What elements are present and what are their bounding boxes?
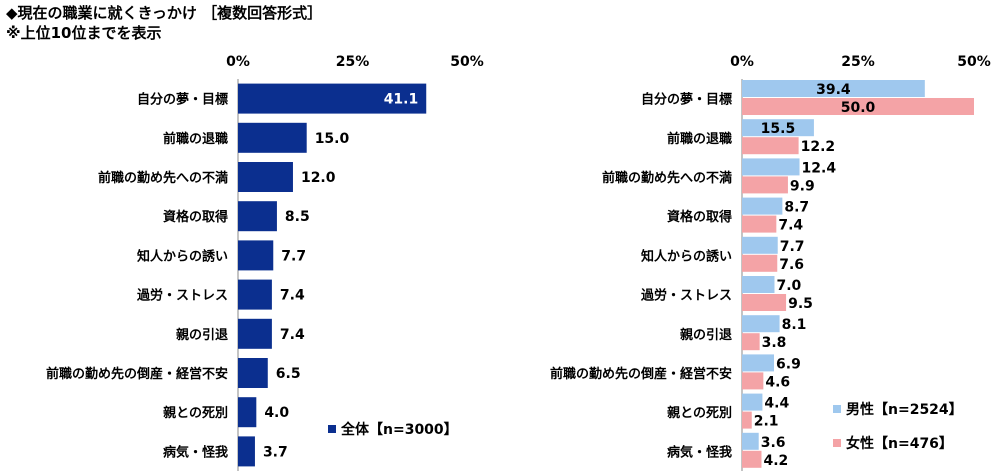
- overall-tick-label: 25%: [336, 54, 370, 70]
- overall-category-label: 前職の退職: [163, 131, 228, 147]
- overall-category-label: 親の引退: [176, 327, 228, 343]
- male-bar: [742, 236, 778, 254]
- overall-category-label: 資格の取得: [163, 209, 228, 225]
- overall-bar: [238, 122, 307, 153]
- overall-bar: [238, 83, 427, 114]
- overall-tick-label: 0%: [226, 54, 250, 70]
- overall-category-label: 前職の勤め先への不満: [98, 170, 228, 186]
- overall-value-label: 8.5: [285, 209, 310, 225]
- overall-bar: [238, 358, 268, 388]
- male-value-label: 7.7: [780, 239, 805, 255]
- gender-category-label: 知人からの誘い: [641, 248, 732, 264]
- male-bar: [742, 276, 775, 293]
- overall-legend-swatch: [328, 425, 336, 433]
- female-value-label: 7.6: [779, 257, 804, 273]
- overall-category-label: 過労・ストレス: [136, 288, 228, 304]
- overall-value-label: 7.7: [281, 248, 306, 264]
- female-bar: [742, 176, 788, 194]
- overall-value-label: 7.4: [280, 288, 305, 304]
- overall-bar: [238, 240, 274, 271]
- male-value-label: 12.4: [802, 160, 837, 176]
- gender-category-label: 資格の取得: [667, 209, 732, 225]
- female-value-label: 2.1: [754, 414, 779, 430]
- male-value-label: 4.4: [764, 396, 789, 412]
- female-value-label: 7.4: [778, 218, 803, 234]
- gender-tick-label: 0%: [730, 54, 754, 70]
- overall-bar: [238, 397, 257, 428]
- female-value-label: 12.2: [801, 139, 836, 155]
- gender-category-label: 自分の夢・目標: [641, 92, 732, 108]
- overall-value-label: 12.0: [301, 170, 336, 186]
- male-legend-label: 男性【n=2524】: [846, 401, 963, 418]
- male-bar: [742, 80, 925, 97]
- female-bar: [742, 372, 764, 390]
- female-legend-swatch: [833, 439, 841, 447]
- gender-category-label: 前職の勤め先の倒産・経営不安: [550, 366, 732, 382]
- page-title: ◆現在の職業に就くきっかけ ［複数回答形式］: [6, 4, 323, 22]
- gender-category-label: 病気・怪我: [667, 444, 732, 460]
- female-value-label: 4.6: [765, 374, 790, 390]
- overall-category-label: 病気・怪我: [163, 444, 228, 460]
- overall-bar: [238, 201, 277, 232]
- overall-legend-label: 全体【n=3000】: [340, 421, 458, 438]
- overall-category-label: 前職の勤め先の倒産・経営不安: [46, 366, 228, 382]
- overall-bar: [238, 279, 272, 310]
- female-value-label: 50.0: [841, 100, 876, 116]
- female-bar: [742, 450, 762, 468]
- male-value-label: 15.5: [761, 121, 796, 137]
- female-value-label: 9.5: [788, 296, 813, 312]
- male-value-label: 8.1: [782, 317, 807, 333]
- male-value-label: 7.0: [776, 278, 801, 294]
- female-bar: [742, 215, 777, 233]
- overall-tick-label: 50%: [450, 54, 484, 70]
- female-bar: [742, 254, 778, 272]
- male-value-label: 8.7: [784, 200, 809, 216]
- female-bar: [742, 294, 787, 311]
- female-bar: [742, 411, 752, 429]
- male-legend-swatch: [833, 405, 841, 413]
- male-value-label: 6.9: [776, 356, 801, 372]
- overall-value-label: 3.7: [263, 444, 288, 460]
- overall-value-label: 7.4: [280, 327, 305, 343]
- gender-category-label: 過労・ストレス: [640, 288, 732, 304]
- gender-category-label: 親との死別: [667, 405, 732, 421]
- male-bar: [742, 354, 775, 372]
- female-value-label: 3.8: [762, 335, 787, 351]
- overall-category-label: 自分の夢・目標: [137, 92, 228, 108]
- female-value-label: 9.9: [790, 178, 815, 194]
- overall-bar: [238, 162, 293, 192]
- overall-bar: [238, 436, 255, 467]
- gender-category-label: 前職の退職: [667, 131, 732, 147]
- male-bar: [742, 315, 780, 333]
- page-note: ※上位10位までを表示: [6, 24, 162, 42]
- overall-bar: [238, 318, 272, 349]
- overall-category-label: 親との死別: [163, 405, 228, 421]
- male-bar: [742, 432, 759, 450]
- overall-value-label: 41.1: [384, 92, 419, 108]
- overall-value-label: 4.0: [264, 405, 289, 421]
- female-value-label: 4.2: [763, 453, 788, 469]
- gender-category-label: 親の引退: [680, 327, 732, 343]
- overall-category-label: 知人からの誘い: [137, 248, 228, 264]
- overall-value-label: 6.5: [276, 366, 301, 382]
- male-value-label: 39.4: [816, 82, 851, 98]
- male-bar: [742, 197, 783, 215]
- female-bar: [742, 137, 799, 155]
- gender-tick-label: 50%: [957, 54, 991, 70]
- overall-value-label: 15.0: [315, 131, 350, 147]
- male-bar: [742, 393, 763, 411]
- female-bar: [742, 98, 974, 115]
- gender-category-label: 前職の勤め先への不満: [602, 170, 732, 186]
- female-bar: [742, 333, 760, 351]
- gender-tick-label: 25%: [841, 54, 875, 70]
- male-bar: [742, 158, 800, 176]
- male-value-label: 3.6: [761, 435, 786, 451]
- male-bar: [742, 119, 814, 137]
- female-legend-label: 女性【n=476】: [846, 435, 953, 452]
